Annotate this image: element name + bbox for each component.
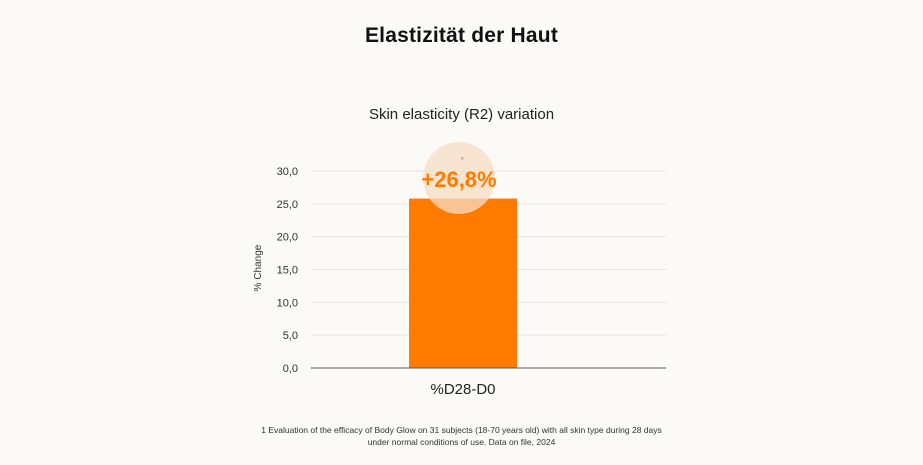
- y-tick-label: 30,0: [277, 166, 298, 178]
- bar: [409, 198, 517, 368]
- y-tick-label: 20,0: [277, 232, 298, 244]
- bars: +26,8%: [409, 142, 517, 368]
- y-tick-label: 15,0: [277, 265, 298, 277]
- footnote: 1 Evaluation of the efficacy of Body Glo…: [261, 425, 662, 447]
- y-axis-ticks: 0,0 5,0 10,0 15,0 20,0 25,0 30,0: [277, 166, 298, 375]
- y-tick-label: 10,0: [277, 297, 298, 309]
- chart-title: Skin elasticity (R2) variation: [368, 106, 555, 123]
- y-tick-label: 5,0: [283, 330, 298, 342]
- highlight-circle: [423, 142, 495, 214]
- x-category-label: %D28-D0: [430, 381, 495, 398]
- play-marker-icon: [461, 156, 465, 161]
- data-label: +26,8%: [421, 167, 496, 192]
- y-tick-label: 0,0: [283, 363, 298, 375]
- x-axis-categories: %D28-D0: [430, 381, 495, 398]
- y-axis-label: % Change: [253, 244, 264, 291]
- y-tick-label: 25,0: [277, 199, 298, 211]
- page-heading: Elastizität der Haut: [364, 24, 559, 47]
